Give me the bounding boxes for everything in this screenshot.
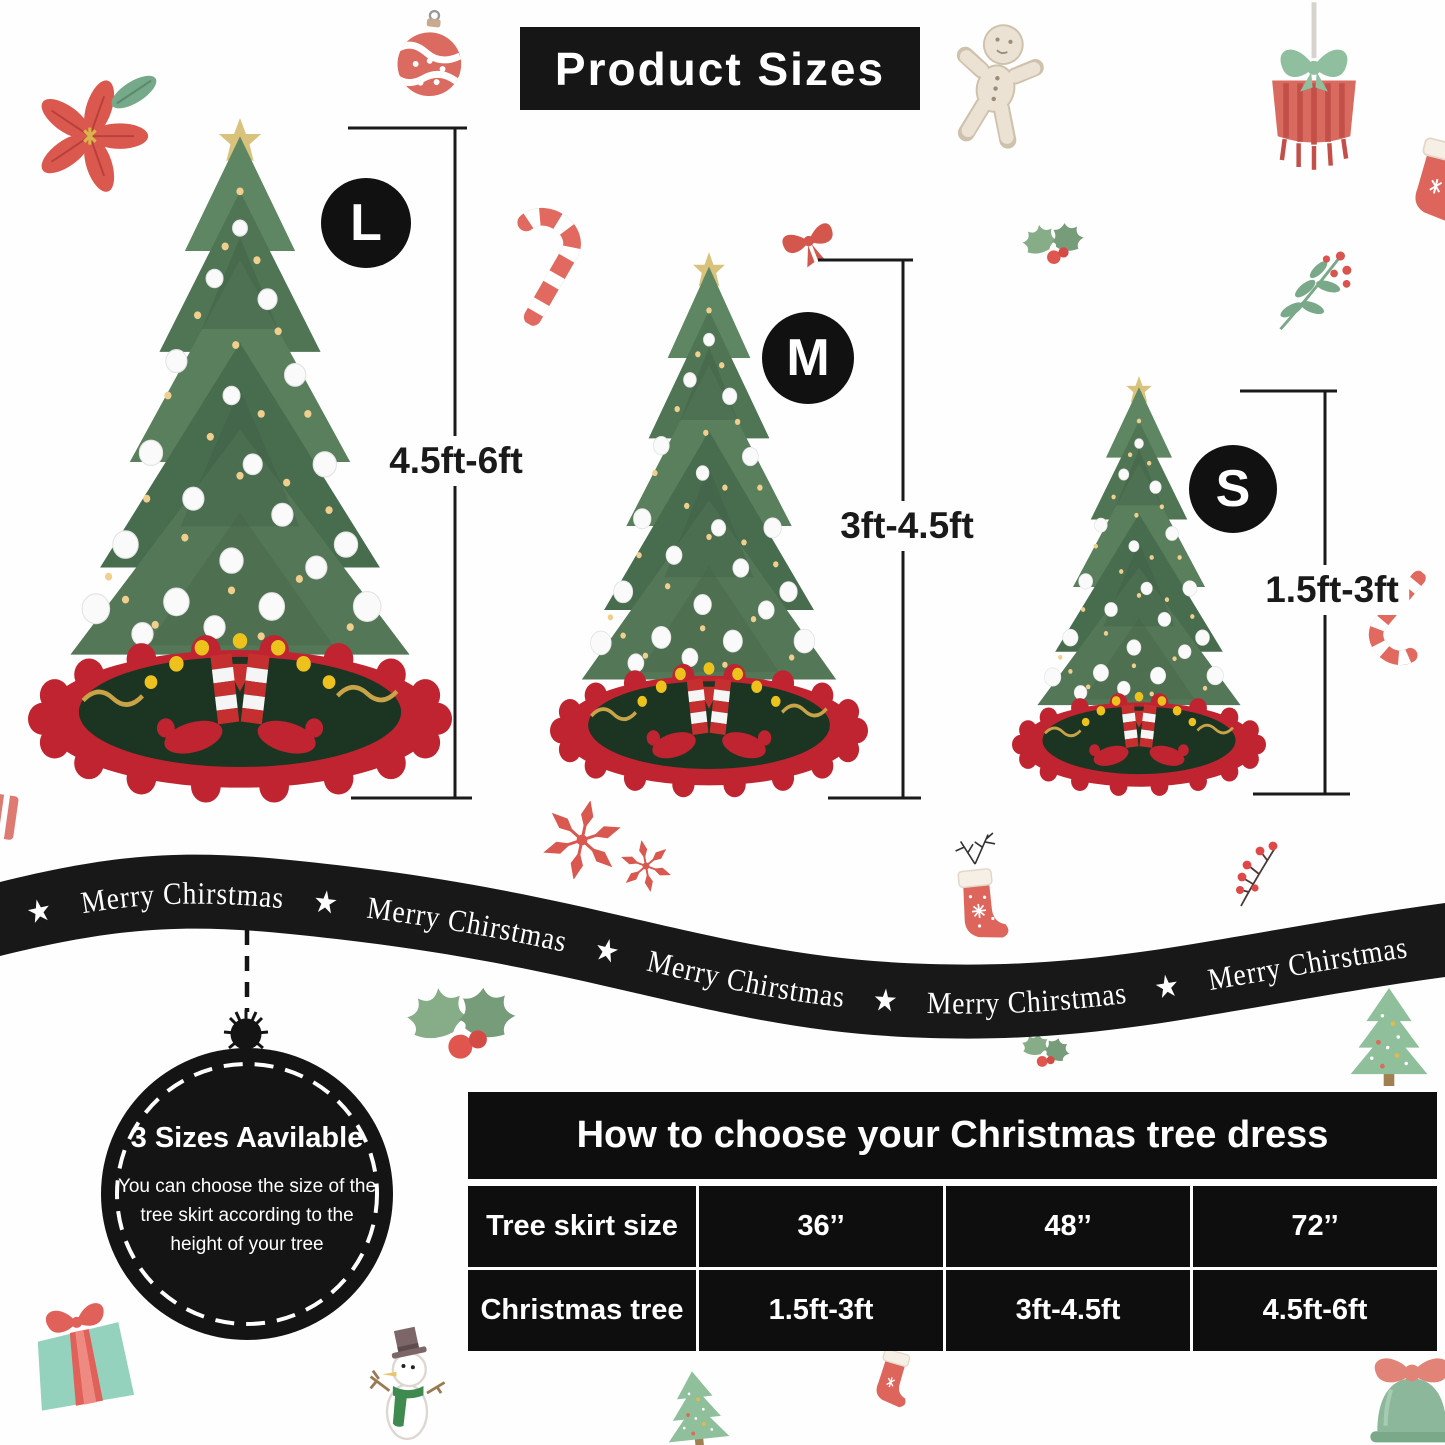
bubble-title: 3 Sizes Aavilable bbox=[130, 1122, 364, 1154]
ribbon-shape bbox=[0, 854, 1445, 1039]
stocking-icon bbox=[1388, 128, 1445, 232]
height-range-s: 1.5ft-3ft bbox=[1255, 565, 1409, 615]
ribbon-text: ★ Merry Chirstmas ★ Merry Chirstmas ★ Me… bbox=[23, 876, 1409, 1021]
flat-tree-icon bbox=[654, 1364, 738, 1445]
flat-tree-icon bbox=[1340, 984, 1438, 1090]
size-badge-s: S bbox=[1189, 445, 1277, 533]
bubble-line-1: You can choose the size of the bbox=[117, 1176, 377, 1197]
snowflake-icon bbox=[535, 793, 630, 888]
stocking-icon bbox=[853, 1341, 929, 1416]
bubble-line-2: tree skirt according to the bbox=[140, 1205, 354, 1226]
holly-icon bbox=[1014, 1024, 1076, 1083]
table-row-header: Tree skirt size bbox=[468, 1186, 696, 1267]
holly-icon bbox=[398, 966, 526, 1088]
table-cell: 3ft-4.5ft bbox=[946, 1270, 1190, 1351]
svg-text:★ Merry Chirstmas ★ Merry Chir: ★ Merry Chirstmas ★ Merry Chirstmas ★ Me… bbox=[23, 876, 1410, 1021]
info-bubble: 3 Sizes Aavilable You can choose the siz… bbox=[101, 1048, 393, 1340]
height-range-l: 4.5ft-6ft bbox=[379, 436, 533, 486]
table-cell: 48’’ bbox=[946, 1186, 1190, 1267]
gift-icon bbox=[0, 793, 19, 840]
dashed-ring-icon bbox=[115, 1062, 379, 1326]
table-cell: 72’’ bbox=[1193, 1186, 1437, 1267]
size-table: How to choose your Christmas tree dress … bbox=[468, 1092, 1437, 1351]
size-badge-l: L bbox=[321, 178, 411, 268]
snowman-icon bbox=[360, 1326, 454, 1445]
height-range-m: 3ft-4.5ft bbox=[830, 501, 984, 551]
size-badge-m: M bbox=[762, 312, 854, 404]
christmas-tree-small bbox=[1012, 376, 1266, 798]
bauble-icon bbox=[389, 1, 472, 116]
bubble-line-3: height of your tree bbox=[170, 1234, 324, 1255]
table-row-header: Christmas tree bbox=[468, 1270, 696, 1351]
table-cell: 4.5ft-6ft bbox=[1193, 1270, 1437, 1351]
table-cell: 36’’ bbox=[699, 1186, 943, 1267]
holly-icon bbox=[1016, 210, 1092, 283]
berry-branch-icon bbox=[1233, 840, 1293, 910]
gingerbread-icon bbox=[939, 13, 1053, 159]
table-cell: 1.5ft-3ft bbox=[699, 1270, 943, 1351]
page-title: Product Sizes bbox=[520, 27, 920, 110]
bell-icon bbox=[1348, 1348, 1445, 1445]
snowflake-icon bbox=[616, 836, 676, 896]
hanging-basket-icon bbox=[1247, 0, 1381, 200]
table-title: How to choose your Christmas tree dress bbox=[468, 1092, 1437, 1179]
bubble-body: You can choose the size of the tree skir… bbox=[101, 1172, 393, 1259]
stocking-icon bbox=[920, 829, 1034, 955]
berry-branch-icon bbox=[1265, 238, 1361, 342]
